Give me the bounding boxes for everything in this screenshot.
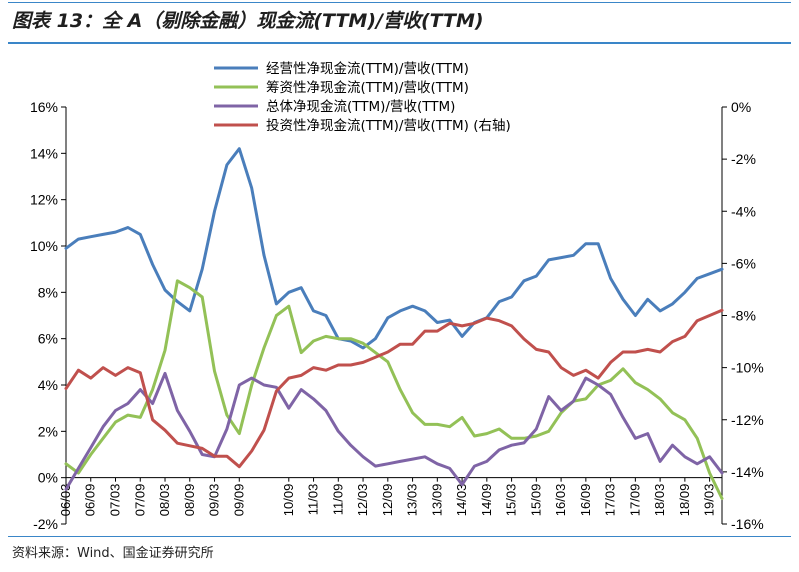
title-rule bbox=[8, 42, 791, 44]
y-right-tick-label: -4% bbox=[731, 203, 756, 219]
y-left-tick-label: 6% bbox=[38, 331, 58, 347]
x-tick-label: 09/09 bbox=[231, 484, 246, 517]
x-tick-label: 16/03 bbox=[553, 484, 568, 517]
series-lines bbox=[64, 147, 724, 500]
series-line-3 bbox=[64, 371, 724, 491]
x-tick-label: 08/09 bbox=[182, 484, 197, 517]
x-tick-label: 13/03 bbox=[405, 484, 420, 517]
x-tick-label: 08/03 bbox=[157, 484, 172, 517]
page-title: 图表 13：全 A（剔除金融）现金流(TTM)/营收(TTM) bbox=[12, 10, 484, 32]
y-left-tick-label: 2% bbox=[38, 423, 58, 439]
y-right-tick-label: -16% bbox=[731, 516, 764, 532]
y-right-tick-label: 0% bbox=[731, 99, 751, 115]
series-line-4 bbox=[64, 308, 724, 469]
legend-label-1: 经营性净现金流(TTM)/营收(TTM) bbox=[266, 61, 469, 77]
x-tick-label: 17/03 bbox=[603, 484, 618, 517]
x-tick-label: 06/03 bbox=[58, 484, 73, 517]
x-tick-label: 09/03 bbox=[207, 484, 222, 517]
y-right-tick-label: -6% bbox=[731, 255, 756, 271]
y-left-tick-label: 10% bbox=[30, 238, 58, 254]
bottom-rule bbox=[8, 536, 791, 537]
y-right-tick-label: -8% bbox=[731, 308, 756, 324]
y-left-tick-label: -2% bbox=[33, 516, 58, 532]
x-tick-label: 06/09 bbox=[83, 484, 98, 517]
x-axis: 06/03 06/09 07/03 07/09 08/03 08/09 09/03 09/09… bbox=[58, 477, 717, 517]
x-tick-label: 10/09 bbox=[281, 484, 296, 517]
x-tick-label: 14/09 bbox=[479, 484, 494, 517]
y-right-tick-label: -10% bbox=[731, 360, 764, 376]
legend-label-2: 筹资性净现金流(TTM)/营收(TTM) bbox=[266, 79, 469, 96]
y-right-tick-label: -2% bbox=[731, 151, 756, 167]
x-tick-label: 19/03 bbox=[702, 484, 717, 517]
x-tick-label: 18/03 bbox=[652, 484, 667, 517]
x-tick-label: 15/09 bbox=[528, 484, 543, 517]
x-tick-label: 16/09 bbox=[578, 484, 593, 517]
x-tick-label: 14/03 bbox=[454, 484, 469, 517]
x-tick-label: 15/03 bbox=[504, 484, 519, 517]
x-tick-label: 11/03 bbox=[306, 484, 321, 516]
x-tick-label: 12/03 bbox=[355, 484, 370, 517]
y-left-tick-label: 0% bbox=[38, 470, 58, 486]
legend-label-3: 总体净现金流(TTM)/营收(TTM) bbox=[266, 99, 455, 115]
x-tick-label: 17/09 bbox=[627, 484, 642, 517]
x-tick-label: 11/09 bbox=[330, 484, 345, 516]
y-left-tick-label: 12% bbox=[30, 192, 58, 208]
x-tick-label: 07/09 bbox=[132, 484, 147, 517]
x-tick-label: 13/09 bbox=[429, 484, 444, 517]
x-tick-label: 18/09 bbox=[677, 484, 692, 517]
y-right-tick-label: -14% bbox=[731, 464, 764, 480]
x-tick-label: 12/09 bbox=[380, 484, 395, 517]
y-left-axis: 16% 14% 12% 10% 8% 6% 4% 2% 0% -2% bbox=[30, 99, 66, 532]
legend: 经营性净现金流(TTM)/营收(TTM) 筹资性净现金流(TTM)/营收(TTM)… bbox=[214, 61, 511, 134]
y-left-tick-label: 8% bbox=[38, 284, 58, 300]
y-right-tick-label: -12% bbox=[731, 412, 764, 428]
x-tick-label: 07/03 bbox=[108, 484, 123, 517]
series-line-1 bbox=[64, 147, 724, 350]
y-left-tick-label: 16% bbox=[30, 99, 58, 115]
y-left-tick-label: 14% bbox=[30, 145, 58, 161]
y-right-axis: 0% -2% -4% -6% -8% -10% -12% -14% -16% bbox=[722, 99, 764, 532]
legend-label-4: 投资性净现金流(TTM)/营收(TTM) (右轴) bbox=[266, 118, 511, 134]
title-rule-top bbox=[8, 2, 791, 3]
series-line-2 bbox=[64, 279, 724, 500]
y-left-tick-label: 4% bbox=[38, 377, 58, 393]
source-note: 资料来源：Wind、国金证券研究所 bbox=[12, 546, 214, 561]
